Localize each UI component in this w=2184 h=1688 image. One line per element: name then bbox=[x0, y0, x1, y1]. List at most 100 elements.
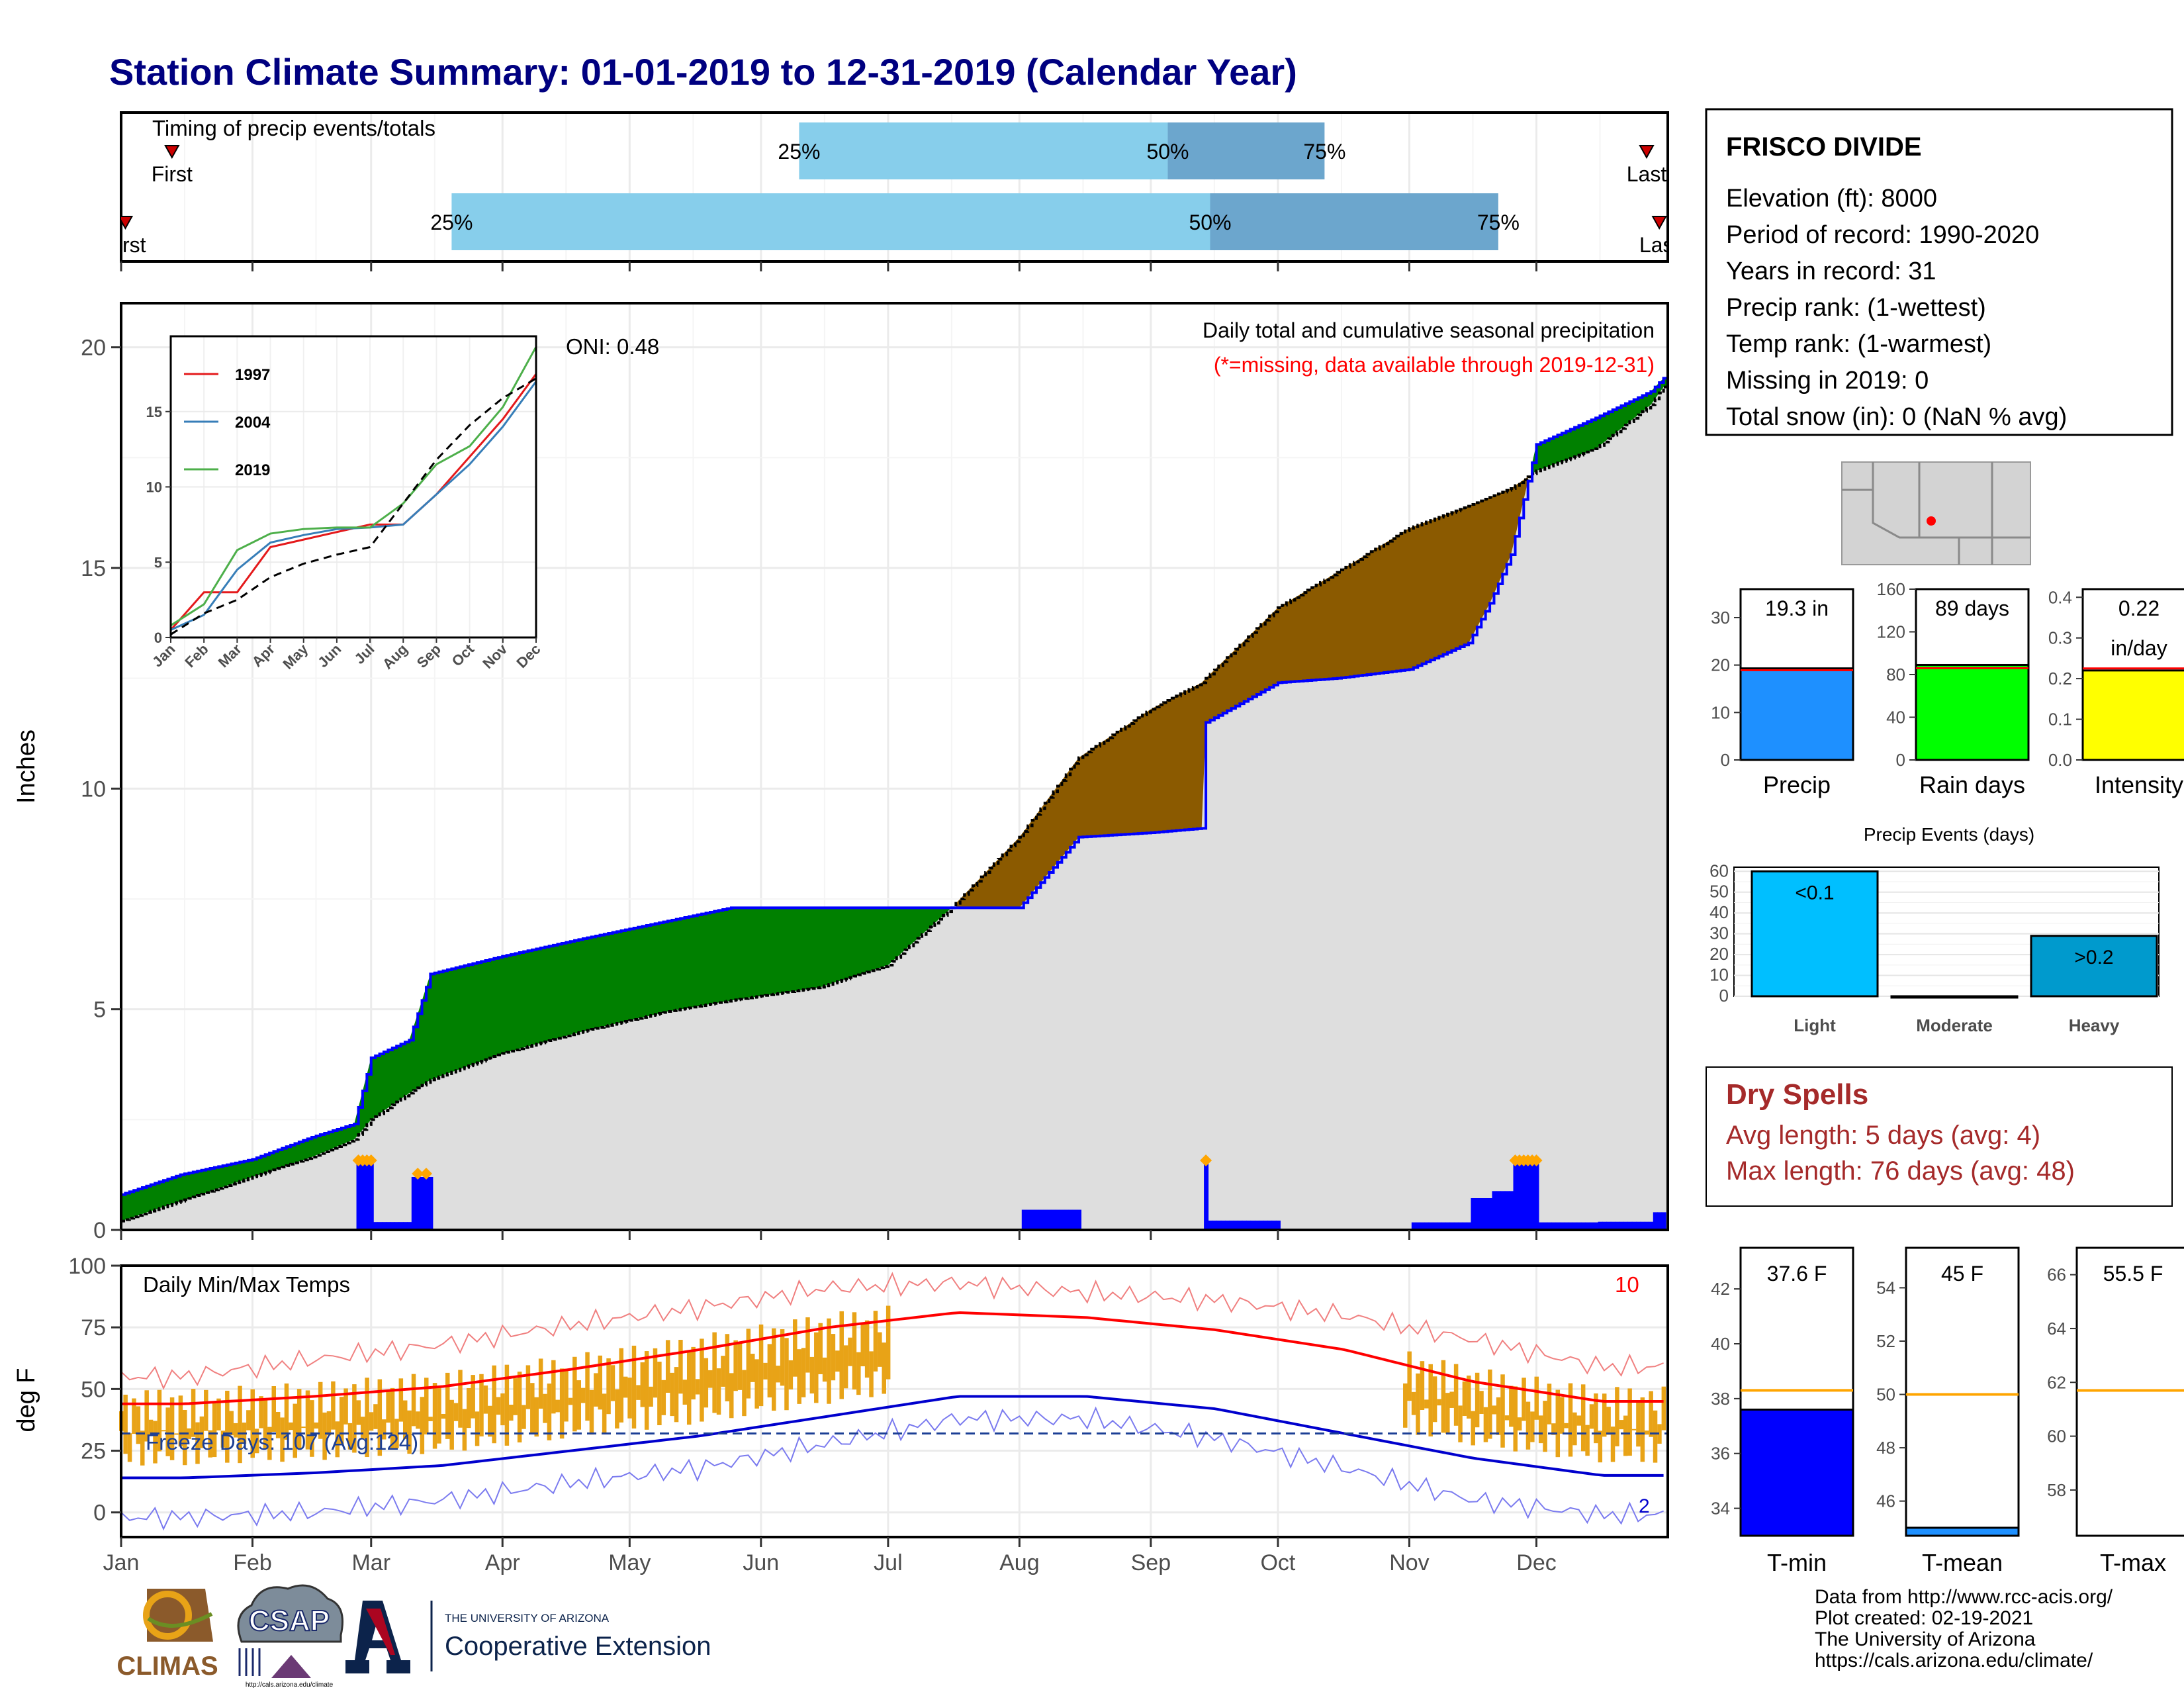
daily-temp-bar bbox=[636, 1385, 641, 1400]
daily-temp-bar bbox=[555, 1399, 560, 1413]
daily-precip-bar bbox=[428, 1177, 433, 1230]
daily-precip-bar bbox=[1275, 1220, 1281, 1230]
temp-summary-tick-label: 42 bbox=[1711, 1279, 1730, 1299]
dry-spells-max: Max length: 76 days (avg: 48) bbox=[1726, 1156, 2075, 1186]
daily-precip-bar bbox=[1204, 1164, 1209, 1230]
summary-bar-label: Intensity bbox=[2095, 771, 2183, 798]
daily-precip-bar bbox=[1555, 1222, 1561, 1230]
daily-temp-bar bbox=[1458, 1405, 1463, 1442]
daily-temp-bar bbox=[1428, 1364, 1433, 1436]
daily-temp-bar bbox=[140, 1430, 145, 1466]
daily-temp-bar bbox=[763, 1362, 768, 1380]
daily-precip-bar bbox=[1644, 1221, 1649, 1230]
precip-ytick-label: 10 bbox=[81, 776, 106, 802]
daily-temp-bar bbox=[1598, 1430, 1603, 1463]
daily-temp-bar bbox=[513, 1378, 518, 1415]
temp-summary-tick-label: 54 bbox=[1876, 1278, 1895, 1297]
daily-temp-bar bbox=[1445, 1393, 1450, 1434]
daily-temp-bar bbox=[598, 1355, 603, 1410]
summary-bar-fill bbox=[1915, 663, 2030, 761]
daily-temp-bar bbox=[416, 1411, 420, 1429]
climas-logo: CLIMAS bbox=[116, 1589, 218, 1681]
record-high-line bbox=[120, 1272, 1664, 1390]
daily-temp-bar bbox=[1522, 1378, 1526, 1421]
daily-temp-bar bbox=[263, 1399, 268, 1449]
summary-bar-tick-label: 20 bbox=[1711, 655, 1730, 675]
inset-xtick-label: Nov bbox=[479, 640, 511, 672]
heavy-event-marker bbox=[420, 1168, 432, 1180]
summary-bar-value: 89 days bbox=[1935, 596, 2009, 620]
daily-temp-bar bbox=[178, 1395, 183, 1447]
events-bar bbox=[1890, 995, 2019, 999]
daily-temp-bar bbox=[572, 1356, 577, 1432]
station-name: FRISCO DIVIDE bbox=[1726, 132, 1922, 162]
daily-precip-bar bbox=[1534, 1164, 1539, 1230]
daily-precip-bar bbox=[1496, 1191, 1501, 1230]
daily-temp-bar bbox=[793, 1319, 797, 1377]
daily-precip-bar bbox=[381, 1222, 387, 1230]
daily-temp-bar bbox=[661, 1380, 666, 1415]
daily-temp-bar bbox=[831, 1334, 836, 1381]
summary-bar-tick-label: 120 bbox=[1877, 622, 1905, 642]
daily-temp-bar bbox=[296, 1389, 302, 1450]
daily-temp-bar bbox=[754, 1359, 759, 1409]
daily-temp-bar bbox=[504, 1364, 510, 1446]
daily-temp-bar bbox=[751, 1354, 755, 1382]
daily-precip-bar bbox=[1513, 1164, 1518, 1230]
daily-temp-bar bbox=[644, 1351, 649, 1430]
daily-temp-bar bbox=[733, 1340, 738, 1391]
daily-temp-bar bbox=[585, 1352, 590, 1421]
events-tick-label: 0 bbox=[1719, 986, 1729, 1006]
daily-precip-bar bbox=[1416, 1222, 1421, 1230]
daily-precip-bar bbox=[1572, 1222, 1578, 1230]
daily-temp-bar bbox=[1555, 1389, 1561, 1458]
month-label: Jun bbox=[743, 1550, 779, 1575]
daily-temp-bar bbox=[1416, 1373, 1420, 1435]
daily-temp-bar bbox=[246, 1410, 251, 1430]
daily-temp-bar bbox=[525, 1365, 531, 1409]
daily-precip-bar bbox=[1051, 1209, 1056, 1230]
daily-temp-bar bbox=[551, 1360, 556, 1414]
daily-temp-bar bbox=[580, 1387, 586, 1403]
timing-row-label: Avg bbox=[69, 140, 106, 164]
timing-label: Timing of precip events/totals bbox=[152, 116, 435, 140]
daily-temp-bar bbox=[691, 1346, 696, 1400]
daily-precip-bar bbox=[1631, 1221, 1637, 1230]
daily-temp-bar bbox=[1513, 1386, 1518, 1452]
daily-temp-bar bbox=[1551, 1423, 1556, 1435]
daily-temp-bar bbox=[682, 1380, 688, 1405]
daily-temp-bar bbox=[627, 1378, 632, 1419]
station-info-line: Elevation (ft): 8000 bbox=[1726, 185, 1937, 212]
daily-temp-bar bbox=[199, 1416, 205, 1448]
daily-precip-bar bbox=[373, 1222, 379, 1230]
daily-temp-bar bbox=[365, 1378, 369, 1458]
daily-temp-bar bbox=[882, 1342, 886, 1394]
temp-ytick-label: 50 bbox=[81, 1377, 106, 1402]
daily-temp-bar bbox=[653, 1348, 658, 1398]
ua-top-text: THE UNIVERSITY OF ARIZONA bbox=[445, 1612, 610, 1624]
daily-temp-bar bbox=[1471, 1411, 1475, 1446]
temp-summary-tick-label: 58 bbox=[2047, 1480, 2066, 1500]
daily-precip-bar bbox=[1492, 1191, 1497, 1230]
daily-temp-bar bbox=[568, 1397, 573, 1405]
daily-temp-bar bbox=[517, 1372, 522, 1443]
daily-temp-bar bbox=[216, 1398, 221, 1430]
month-label: Apr bbox=[485, 1550, 520, 1575]
daily-precip-bar bbox=[1580, 1222, 1586, 1230]
daily-precip-bar bbox=[1522, 1164, 1527, 1230]
station-info-line: Period of record: 1990-2020 bbox=[1726, 221, 2039, 249]
daily-temp-bar bbox=[343, 1388, 348, 1425]
inset-xtick-label: Jan bbox=[149, 641, 178, 670]
daily-temp-bar bbox=[471, 1375, 475, 1419]
daily-temp-bar bbox=[631, 1345, 637, 1429]
daily-temp-bar bbox=[784, 1338, 789, 1411]
daily-temp-bar bbox=[1636, 1402, 1641, 1447]
temp-ytick-label: 75 bbox=[81, 1315, 106, 1340]
daily-temp-bar bbox=[547, 1383, 552, 1440]
first-event-marker bbox=[121, 216, 134, 230]
events-tick-label: 60 bbox=[1709, 861, 1729, 880]
daily-temp-bar bbox=[1543, 1401, 1547, 1452]
daily-precip-bar bbox=[416, 1177, 421, 1230]
daily-temp-bar bbox=[289, 1422, 293, 1430]
